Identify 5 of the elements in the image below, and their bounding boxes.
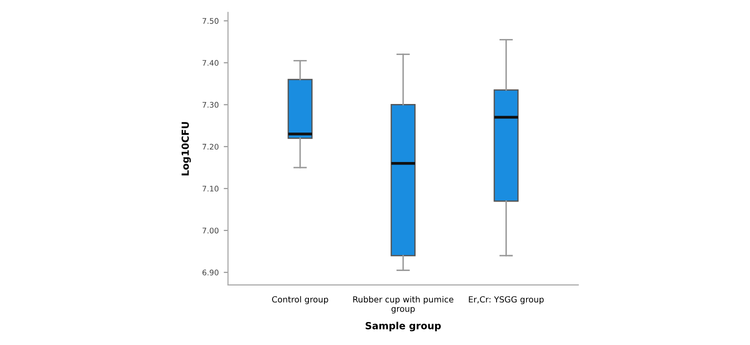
x-axis-title: Sample group: [366, 322, 441, 332]
x-tick-label: Control group: [272, 296, 328, 304]
x-tick-label: Er,Cr: YSGG group: [468, 296, 544, 304]
y-axis-title: Log10CFU: [182, 122, 191, 176]
x-tick-label: Rubber cup with pumice group: [353, 296, 454, 314]
